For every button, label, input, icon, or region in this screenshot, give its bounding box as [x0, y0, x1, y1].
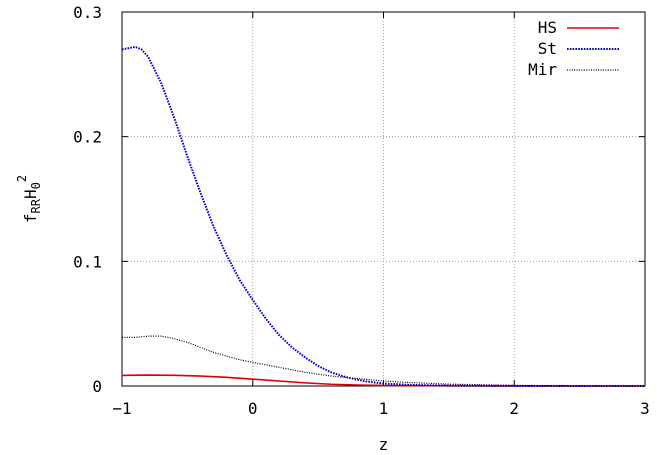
y-tick-label: 0.1 — [73, 252, 102, 271]
x-tick-label: −1 — [112, 399, 131, 418]
grid — [122, 12, 645, 386]
svg-text:fRRH02: fRRH02 — [15, 175, 43, 223]
series-line-mir — [122, 335, 646, 387]
y-tick-label: 0.2 — [73, 128, 102, 147]
x-axis-label: z — [379, 435, 389, 454]
y-axis-label-f: f — [21, 213, 40, 223]
series-group — [121, 45, 646, 387]
y-axis-label: fRRH02 — [15, 175, 43, 223]
x-tick-label: 3 — [640, 399, 650, 418]
y-tick-label: 0.3 — [73, 3, 102, 22]
legend-label-hs: HS — [538, 18, 557, 37]
y-axis-label-sub0: 0 — [29, 182, 43, 189]
y-axis-label-h: H — [21, 189, 40, 199]
x-tick-label: 2 — [509, 399, 519, 418]
x-tick-label: 0 — [248, 399, 258, 418]
axis-ticks: −1 0 1 2 3 0 0.1 0.2 0.3 — [73, 3, 650, 418]
legend-label-st: St — [538, 39, 557, 58]
y-tick-label: 0 — [92, 377, 102, 396]
series-line-st — [121, 45, 646, 387]
legend-label-mir: Mir — [528, 60, 557, 79]
legend: HS St Mir — [528, 18, 619, 79]
x-tick-label: 1 — [379, 399, 389, 418]
y-axis-label-sup2: 2 — [15, 175, 29, 182]
y-axis-label-rr: RR — [29, 198, 43, 213]
